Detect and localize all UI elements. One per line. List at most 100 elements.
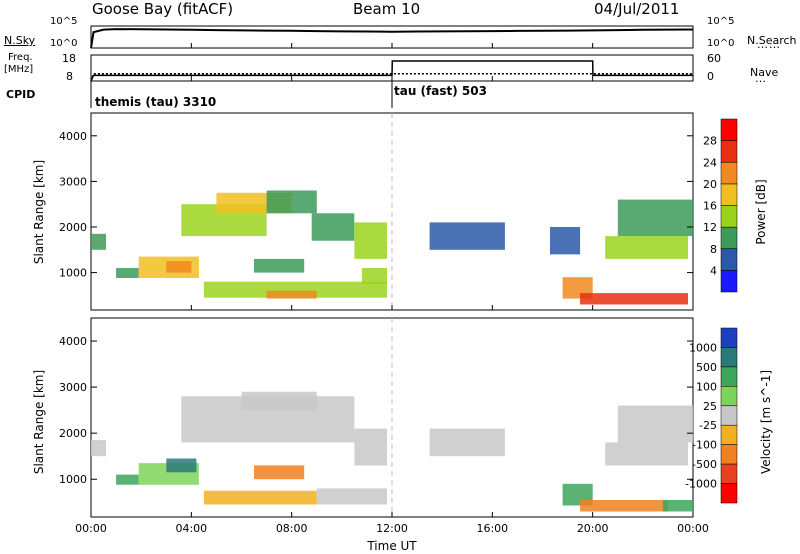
time-tick-label-3: 12:00 [376,522,408,535]
nave-tick-bottom: 0 [707,70,714,83]
velocity-region-3 [166,458,197,473]
power-scale-tick-6: 28 [703,135,717,148]
velocity-scale-label: Velocity [m s^-1] [759,370,773,474]
time-tick-label-4: 16:00 [476,522,508,535]
velocity-scale-tick-1: 500 [696,361,717,374]
velocity-range-axis-label: Slant Range [km] [32,370,46,474]
velocity-region-10 [429,428,505,457]
power-colorbar-cell-2 [720,226,738,249]
velocity-scale-tick-0: 1000 [689,341,717,354]
velocity-region-5 [241,391,317,411]
velocity-region-12 [580,500,668,512]
power-scale-tick-0: 4 [710,264,717,277]
vel-range-tick-label-1: 2000 [59,427,87,440]
power-region-10 [203,281,387,298]
freq-label: Freq. [8,52,33,63]
velocity-region-7 [254,465,305,480]
nsearch-dots: …… [757,38,781,51]
power-colorbar-cell-5 [720,162,738,185]
power-region-3 [166,261,192,273]
power-colorbar-cell-0 [720,270,738,293]
power-range-tick-label-2: 3000 [59,175,87,188]
velocity-region-15 [617,405,694,443]
power-colorbar-cell-1 [720,248,738,271]
velocity-region-0 [91,440,106,457]
power-scale-tick-5: 24 [703,156,717,169]
time-axis-label: Time UT [366,539,417,553]
power-scale-tick-1: 8 [710,243,717,256]
power-range-axis-label: Slant Range [km] [32,160,46,264]
freq-unit-label: [MHz] [4,64,34,75]
nave-series [90,60,693,82]
power-range-tick-label-3: 4000 [59,130,87,143]
power-region-18 [550,227,581,255]
time-tick-label-0: 00:00 [75,522,107,535]
time-tick-label-2: 08:00 [276,522,308,535]
nave-dots: … [755,72,767,85]
power-region-0 [91,233,106,250]
nave-tick-top: 60 [707,52,721,65]
velocity-colorbar-cell-7 [720,463,738,484]
power-colorbar-cell-3 [720,205,738,228]
velocity-colorbar-cell-0 [720,327,738,348]
velocity-colorbar-cell-4 [720,405,738,426]
velocity-scale-tick-4: -25 [699,419,717,432]
noise-left-tick-bottom: 10^0 [50,38,78,49]
station-title: Goose Bay (fitACF) [92,0,234,18]
power-scale-tick-2: 12 [703,221,717,234]
time-tick-label-6: 00:00 [677,522,709,535]
power-range-tick-label-0: 1000 [59,267,87,280]
power-range-tick-label-1: 2000 [59,221,87,234]
power-scale-tick-3: 16 [703,200,717,213]
velocity-region-8 [203,490,317,505]
time-tick-label-5: 20:00 [577,522,609,535]
velocity-colorbar-cell-3 [720,386,738,406]
nave-label: Nave [750,66,779,79]
power-region-6 [266,190,317,214]
power-colorbar-cell-6 [720,140,738,163]
beam-title: Beam 10 [353,0,421,18]
power-region-13 [429,222,505,250]
cpid-label: CPID [6,88,36,101]
power-region-16 [605,236,688,259]
freq-tick-top: 18 [62,52,76,65]
power-region-1 [116,268,139,278]
velocity-colorbar-cell-8 [720,483,738,504]
velocity-region-9 [316,488,387,505]
velocity-colorbar-cell-2 [720,366,738,387]
vel-range-tick-label-0: 1000 [59,473,87,486]
nsearch-label: N.Search [747,34,797,47]
vel-range-tick-label-2: 3000 [59,381,87,394]
velocity-scale-tick-6: -500 [692,458,717,471]
freq-tick-bottom: 8 [66,70,73,83]
cpid-segment-1: themis (tau) 3310 [95,95,217,109]
cpid-segment-2: tau (fast) 503 [394,84,487,98]
power-region-7 [311,213,355,241]
velocity-colorbar-cell-5 [720,424,738,445]
velocity-scale-tick-3: 25 [703,400,717,413]
power-region-17 [617,199,694,237]
power-colorbar-cell-7 [720,118,738,141]
velocity-scale-tick-2: 100 [696,380,717,393]
time-tick-label-1: 04:00 [175,522,207,535]
velocity-scale-tick-7: -1000 [685,478,717,491]
power-region-11 [266,290,317,299]
noise-series-0 [90,28,694,49]
velocity-region-6 [354,428,387,466]
power-scale-tick-4: 20 [703,178,717,191]
date-title: 04/Jul/2011 [594,0,680,18]
noise-right-tick-top: 10^5 [707,16,735,27]
power-region-8 [354,222,387,259]
noise-right-tick-bottom: 10^0 [707,38,735,49]
power-region-9 [254,258,305,273]
power-region-15 [580,293,688,305]
power-scale-label: Power [dB] [754,179,768,244]
power-region-12 [361,268,387,284]
velocity-colorbar-cell-1 [720,347,738,368]
vel-range-tick-label-3: 4000 [59,335,87,348]
velocity-region-13 [662,500,693,512]
noise-left-tick-top: 10^5 [50,16,78,27]
velocity-region-1 [116,474,139,485]
